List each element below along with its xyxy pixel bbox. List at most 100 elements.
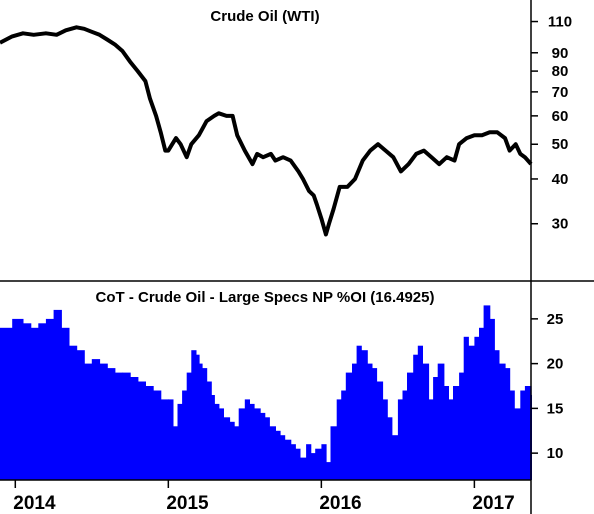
cot-bar xyxy=(352,363,358,480)
cot-bar xyxy=(38,323,47,480)
cot-bar xyxy=(218,408,224,480)
cot-bar xyxy=(177,403,183,480)
cot-bar xyxy=(269,426,276,480)
cot-bar xyxy=(195,354,200,480)
cot-series-bars xyxy=(0,305,532,480)
cot-bar xyxy=(202,368,208,480)
cot-bar xyxy=(229,421,235,480)
cot-bar xyxy=(402,390,408,480)
cot-panel: CoT - Crude Oil - Large Specs NP %OI (16… xyxy=(0,289,563,480)
cot-bar xyxy=(191,350,197,480)
cot-bar xyxy=(463,336,469,480)
cot-bar xyxy=(53,309,62,480)
cot-bar xyxy=(45,318,55,480)
cot-bar xyxy=(422,363,430,480)
cot-bar xyxy=(498,363,506,480)
cot-bar xyxy=(280,435,286,480)
cot-bar xyxy=(214,403,220,480)
cot-bar xyxy=(453,386,460,480)
x-axis: 2014 2015 2016 2017 xyxy=(13,480,515,514)
cot-bar xyxy=(505,368,511,480)
cot-bar xyxy=(0,327,13,480)
cot-bar xyxy=(30,327,39,480)
cot-bar xyxy=(122,372,131,480)
cot-bar xyxy=(494,350,500,480)
cot-bar xyxy=(367,363,373,480)
price-y-tick-label: 70 xyxy=(552,84,569,101)
cot-bar xyxy=(391,435,399,480)
cot-bar xyxy=(459,372,465,480)
cot-bar xyxy=(325,462,332,480)
cot-bar xyxy=(509,390,515,480)
cot-bar xyxy=(12,318,24,480)
cot-bar xyxy=(299,457,307,480)
cot-bar xyxy=(61,327,70,480)
cot-bar xyxy=(238,408,246,480)
cot-bar xyxy=(413,354,419,480)
cot-bar xyxy=(321,444,327,480)
x-tick-label: 2017 xyxy=(472,493,514,514)
cot-bar xyxy=(206,381,212,480)
cot-bar xyxy=(84,363,93,480)
price-panel-title: Crude Oil (WTI) xyxy=(210,8,319,25)
cot-bar xyxy=(524,386,532,480)
cot-bar xyxy=(223,417,231,480)
price-y-tick-label: 80 xyxy=(552,63,569,80)
cot-bar xyxy=(275,430,281,480)
cot-bar xyxy=(514,408,521,480)
cot-bar xyxy=(290,444,296,480)
cot-bar xyxy=(254,408,261,480)
cot-bar xyxy=(284,439,292,480)
cot-bar xyxy=(249,403,255,480)
cot-bar xyxy=(474,336,480,480)
cot-bar xyxy=(443,386,449,480)
cot-bar xyxy=(382,399,388,480)
cot-bar xyxy=(306,444,312,480)
cot-y-tick-label: 10 xyxy=(547,445,564,462)
cot-bar xyxy=(260,412,266,480)
cot-bar xyxy=(68,345,78,480)
cot-bar xyxy=(145,386,154,480)
cot-bar xyxy=(76,350,85,480)
cot-bar xyxy=(468,345,475,480)
cot-bar xyxy=(356,345,362,480)
cot-bar xyxy=(295,448,301,480)
cot-bar xyxy=(23,323,32,480)
cot-y-tick-label: 25 xyxy=(547,311,564,328)
cot-bar xyxy=(107,368,116,480)
cot-bar xyxy=(315,448,322,480)
cot-bar xyxy=(387,417,393,480)
price-y-tick-label: 50 xyxy=(552,136,569,153)
cot-bar xyxy=(371,368,378,480)
cot-bar xyxy=(130,377,139,480)
cot-bar xyxy=(186,372,192,480)
cot-bar xyxy=(91,359,101,480)
cot-bar xyxy=(433,377,439,480)
cot-y-tick-label: 20 xyxy=(547,356,564,373)
cot-bar xyxy=(361,350,368,480)
price-y-tick-label: 30 xyxy=(552,216,569,233)
cot-y-axis: 10 15 20 25 xyxy=(531,311,563,462)
cot-panel-title: CoT - Crude Oil - Large Specs NP %OI (16… xyxy=(96,289,435,306)
x-tick-label: 2015 xyxy=(166,493,209,514)
cot-bar xyxy=(244,399,250,480)
cot-bar xyxy=(114,372,124,480)
cot-bar xyxy=(397,399,404,480)
x-tick-label: 2016 xyxy=(319,493,361,514)
cot-bar xyxy=(407,372,414,480)
cot-bar xyxy=(479,327,485,480)
cot-bar xyxy=(341,390,347,480)
cot-bar xyxy=(172,426,179,480)
cot-y-tick-label: 15 xyxy=(547,400,564,417)
cot-bar xyxy=(437,363,445,480)
price-y-tick-label: 60 xyxy=(552,108,569,125)
price-series-line xyxy=(0,25,533,237)
cot-bar xyxy=(264,417,270,480)
cot-bar xyxy=(448,399,454,480)
cot-bar xyxy=(198,363,203,480)
price-y-tick-label: 90 xyxy=(552,45,569,62)
cot-bar xyxy=(336,399,342,480)
cot-bar xyxy=(417,345,423,480)
